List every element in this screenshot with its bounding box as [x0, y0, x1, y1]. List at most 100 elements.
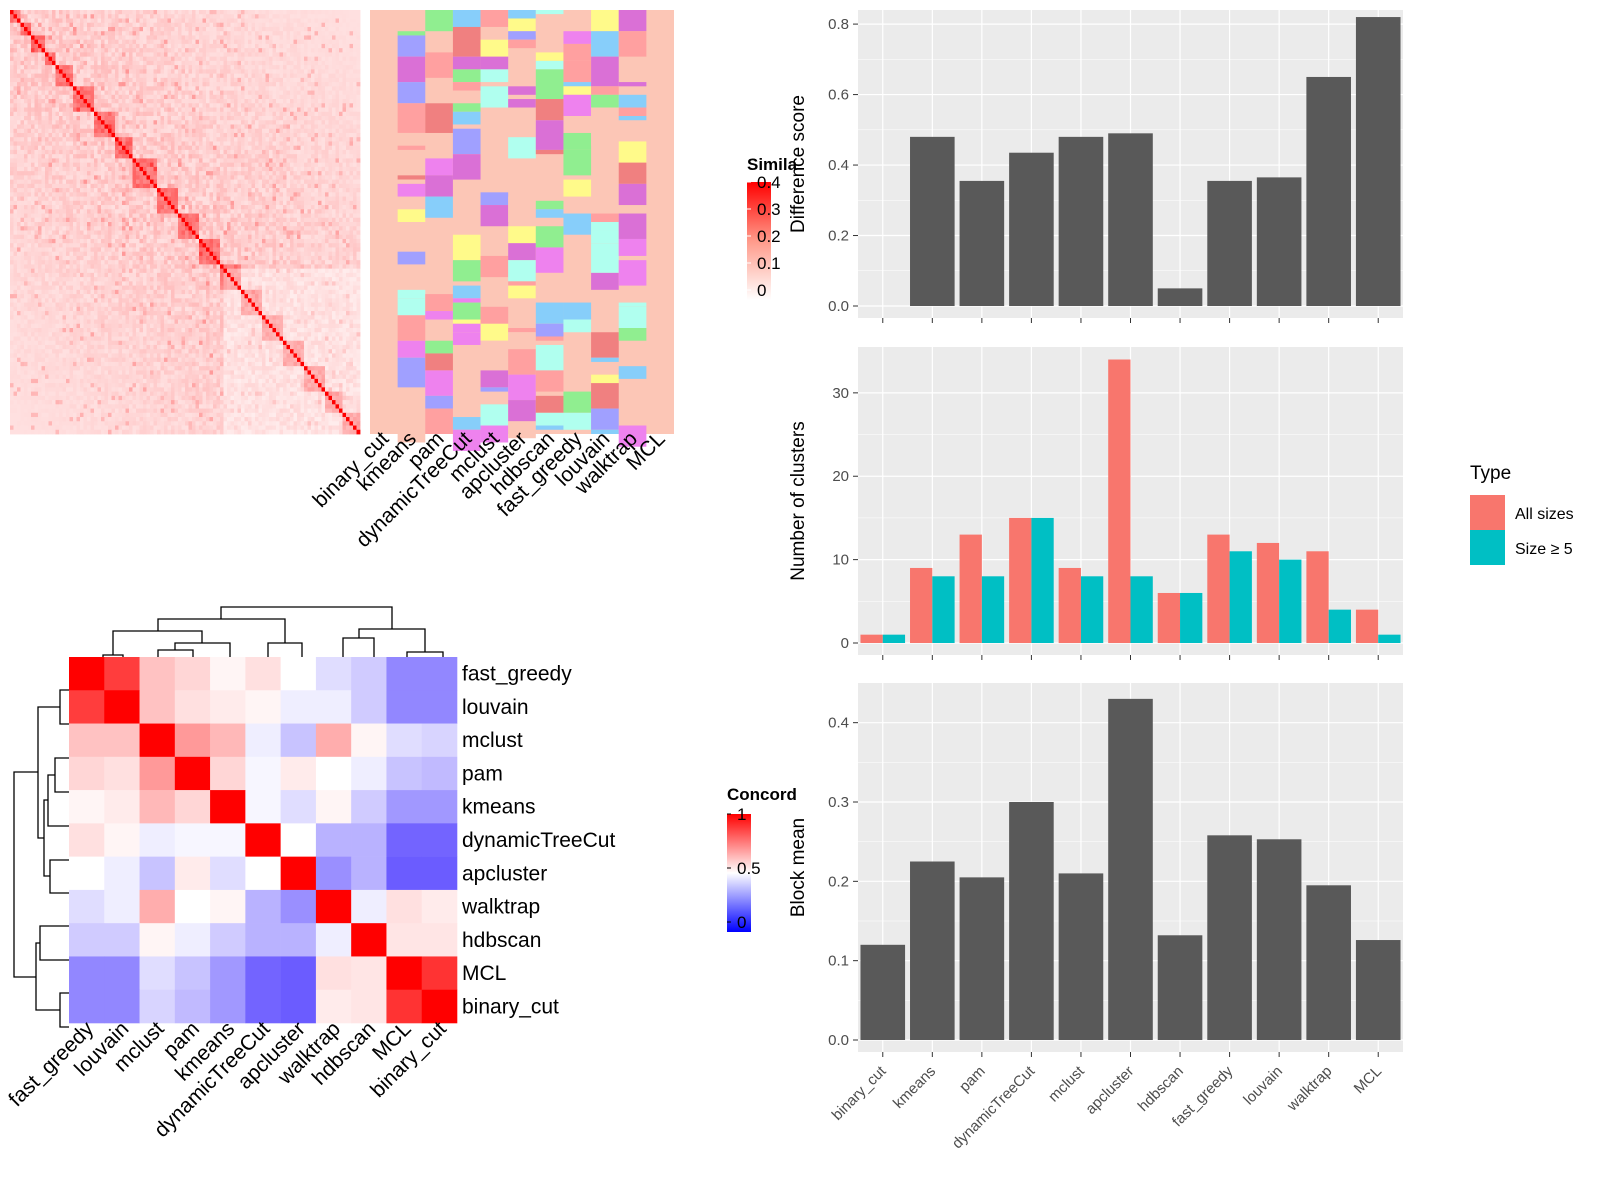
- similarity-cell: [69, 158, 74, 164]
- similarity-cell: [251, 162, 256, 168]
- similarity-cell: [328, 116, 333, 121]
- similarity-cell: [104, 43, 109, 49]
- similarity-cell: [311, 205, 315, 210]
- similarity-cell: [160, 18, 165, 24]
- similarity-cell: [108, 162, 112, 168]
- similarity-cell: [321, 162, 326, 168]
- similarity-cell: [59, 200, 63, 206]
- similarity-cell: [164, 43, 168, 49]
- similarity-cell: [101, 158, 105, 164]
- similarity-cell: [269, 10, 273, 15]
- similarity-cell: [192, 39, 196, 45]
- similarity-cell: [153, 90, 158, 96]
- similarity-cell: [45, 94, 49, 100]
- similarity-cell: [13, 141, 18, 147]
- similarity-cell: [55, 56, 60, 62]
- similarity-cell: [335, 22, 340, 28]
- similarity-cell: [213, 73, 217, 79]
- similarity-cell: [164, 162, 168, 168]
- similarity-cell: [55, 183, 60, 189]
- similarity-cell: [118, 35, 123, 41]
- similarity-cell: [171, 18, 175, 24]
- similarity-cell: [139, 183, 144, 189]
- similarity-cell: [171, 65, 175, 70]
- similarity-cell: [52, 103, 56, 108]
- similarity-cell: [202, 31, 207, 36]
- similarity-cell: [199, 205, 203, 210]
- similarity-cell: [150, 192, 154, 197]
- similarity-cell: [27, 77, 32, 83]
- similarity-cell: [125, 192, 130, 197]
- similarity-cell: [115, 90, 119, 96]
- similarity-cell: [230, 175, 235, 180]
- similarity-cell: [171, 116, 175, 121]
- similarity-cell: [346, 90, 350, 96]
- similarity-cell: [328, 196, 333, 202]
- similarity-cell: [97, 18, 102, 24]
- similarity-cell: [101, 166, 105, 172]
- similarity-cell: [27, 69, 32, 74]
- similarity-cell: [223, 86, 228, 91]
- similarity-cell: [283, 183, 287, 189]
- similarity-cell: [160, 65, 165, 70]
- similarity-cell: [290, 14, 294, 19]
- similarity-cell: [171, 192, 175, 197]
- similarity-cell: [150, 90, 154, 96]
- similarity-cell: [248, 18, 252, 24]
- similarity-cell: [297, 14, 301, 19]
- similarity-cell: [122, 77, 126, 83]
- similarity-cell: [164, 192, 168, 197]
- similarity-cell: [300, 158, 305, 164]
- similarity-cell: [181, 196, 186, 202]
- similarity-cell: [293, 162, 298, 168]
- similarity-cell: [262, 22, 266, 28]
- similarity-cell: [314, 179, 319, 185]
- similarity-cell: [108, 145, 112, 151]
- similarity-cell: [216, 179, 221, 185]
- similarity-cell: [146, 65, 151, 70]
- similarity-cell: [241, 141, 245, 147]
- similarity-cell: [66, 14, 70, 19]
- similarity-cell: [293, 60, 298, 66]
- similarity-cell: [164, 205, 168, 210]
- similarity-cell: [76, 90, 81, 96]
- similarity-cell: [297, 56, 301, 62]
- similarity-cell: [297, 213, 301, 219]
- similarity-cell: [178, 10, 182, 15]
- similarity-cell: [38, 188, 42, 193]
- similarity-cell: [325, 52, 329, 58]
- similarity-cell: [283, 188, 287, 193]
- similarity-cell: [290, 56, 294, 62]
- similarity-cell: [325, 77, 329, 83]
- similarity-cell: [69, 69, 74, 74]
- similarity-cell: [83, 196, 88, 202]
- similarity-cell: [101, 56, 105, 62]
- similarity-cell: [115, 94, 119, 100]
- similarity-cell: [311, 35, 315, 41]
- similarity-cell: [45, 107, 49, 113]
- similarity-cell: [31, 171, 35, 176]
- similarity-cell: [244, 128, 249, 134]
- similarity-cell: [220, 175, 224, 180]
- similarity-cell: [188, 18, 193, 24]
- similarity-cell: [160, 149, 165, 155]
- similarity-cell: [31, 196, 35, 202]
- similarity-cell: [332, 137, 336, 142]
- similarity-cell: [150, 111, 154, 117]
- similarity-cell: [94, 14, 98, 19]
- similarity-cell: [59, 120, 63, 125]
- similarity-cell: [223, 116, 228, 121]
- similarity-cell: [164, 154, 168, 159]
- similarity-cell: [230, 217, 235, 223]
- similarity-cell: [139, 31, 144, 36]
- similarity-cell: [265, 26, 270, 32]
- similarity-cell: [104, 52, 109, 58]
- similarity-cell: [59, 158, 63, 164]
- similarity-cell: [122, 56, 126, 62]
- similarity-cell: [279, 205, 284, 210]
- similarity-cell: [38, 200, 42, 206]
- similarity-cell: [195, 171, 200, 176]
- similarity-cell: [20, 124, 25, 130]
- similarity-cell: [20, 132, 25, 138]
- similarity-cell: [97, 94, 102, 100]
